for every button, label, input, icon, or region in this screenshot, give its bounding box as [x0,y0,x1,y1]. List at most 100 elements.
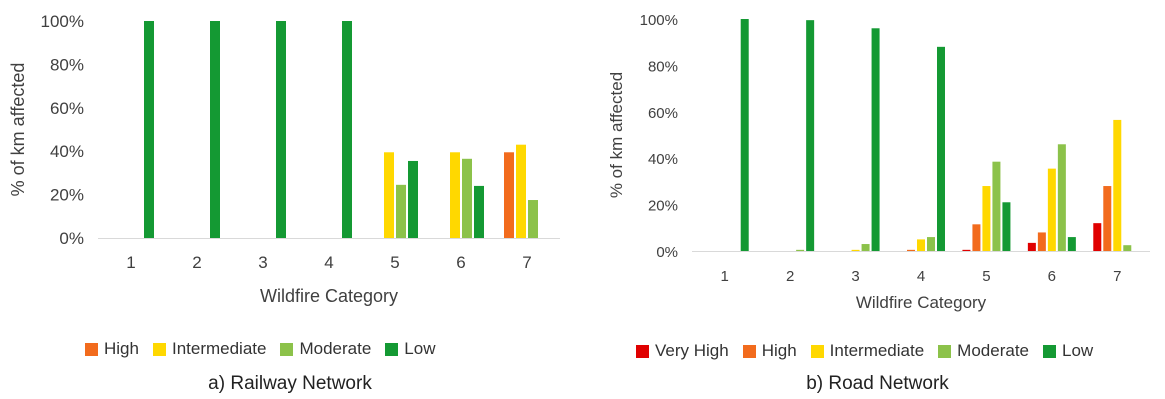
bar [144,21,154,238]
bar [1113,119,1122,251]
bar [450,152,460,238]
road-chart: 0% 20% 40% 60% 80% 100% 1 2 3 4 5 6 7 Wildfire Catego… [607,12,1150,312]
x-tick-label: 6 [456,253,465,272]
bar [917,239,925,251]
legend-swatch [810,344,824,358]
bar [1002,202,1011,251]
legend-label: Moderate [299,339,372,358]
y-tick-label: 40% [648,151,678,168]
y-tick-label: 60% [648,105,678,122]
bar [1027,242,1036,251]
bar [1067,237,1076,251]
legend-swatch [152,342,166,356]
bar [972,224,981,251]
bar [740,19,749,251]
legend-label: Low [1062,341,1094,360]
y-tick-label: 100% [41,12,84,31]
bar [1103,186,1112,251]
y-tick-label: 80% [50,55,84,74]
y-tick-label: 60% [50,99,84,118]
legend-swatch [280,342,294,356]
road-caption: b) Road Network [806,373,949,394]
x-axis-title: Wildfire Category [856,293,987,312]
x-tick-label: 7 [522,253,531,272]
bar [871,28,880,252]
legend-swatch [938,344,952,358]
railway-chart-panel: 0% 20% 40% 60% 80% 100% 1 2 3 4 5 6 7 Wildfire Catego… [0,0,580,399]
y-tick-label: 0% [59,229,84,248]
y-tick-label: 100% [640,12,678,29]
railway-caption: a) Railway Network [208,373,372,394]
legend-swatch [385,342,399,356]
y-tick-label: 0% [656,244,678,261]
bar [806,20,815,251]
bar [276,21,286,238]
y-tick-label: 20% [648,198,678,215]
x-tick-label: 1 [721,268,729,285]
road-chart-panel: 0% 20% 40% 60% 80% 100% 1 2 3 4 5 6 7 Wildfire Catego… [590,0,1165,399]
y-tick-label: 40% [50,142,84,161]
railway-chart: 0% 20% 40% 60% 80% 100% 1 2 3 4 5 6 7 Wildfire Catego… [8,12,560,306]
x-axis-title: Wildfire Category [260,286,398,306]
bar [516,144,526,238]
x-tick-label: 1 [126,253,135,272]
y-tick-label: 80% [648,58,678,75]
x-tick-label: 3 [851,268,859,285]
bar [1037,232,1046,251]
bar [907,249,915,251]
y-axis-title: % of km affected [607,72,626,198]
bar [396,184,406,238]
y-tick-label: 20% [50,186,84,205]
legend-label: Intermediate [829,341,925,360]
bar [1093,223,1102,251]
bar [927,237,935,251]
legend-label: Moderate [957,341,1029,360]
bar [528,200,538,238]
y-axis-title: % of km affected [8,63,28,197]
bar [384,152,394,238]
bar [851,249,860,251]
legend-item: Very High [636,341,729,361]
legend-item: High [742,341,797,361]
x-tick-label: 4 [917,268,925,285]
bar [504,152,514,238]
bar [408,160,418,238]
legend-item: High [85,339,139,359]
legend-item: Intermediate [152,339,266,359]
bar [861,244,870,251]
legend-label: High [761,341,797,360]
bar [1057,144,1066,251]
x-tick-label: 6 [1048,268,1056,285]
bar [937,46,945,252]
legend-swatch [636,344,649,358]
x-tick-label: 4 [324,253,333,272]
x-tick-label: 3 [258,253,267,272]
x-tick-label: 5 [982,268,990,285]
bar [1047,168,1056,251]
legend-item: Low [385,339,435,359]
road-legend: Very High High Intermediate Moderate Low [636,341,1107,361]
bar [474,185,484,238]
bar [210,21,220,238]
x-tick-label: 5 [390,253,399,272]
bar [462,158,472,238]
x-tick-label: 2 [786,268,794,285]
bar [992,161,1001,251]
bar [962,249,971,251]
legend-item: Intermediate [810,341,925,361]
x-tick-label: 7 [1113,268,1121,285]
bar [982,186,991,251]
legend-item: Moderate [280,339,371,359]
bar [342,21,352,238]
bar [1123,245,1132,251]
legend-item: Low [1043,341,1093,361]
bar [796,249,805,251]
legend-label: Very High [655,341,729,360]
x-tick-label: 2 [192,253,201,272]
railway-legend: High Intermediate Moderate Low [85,339,449,359]
legend-swatch [742,344,756,358]
legend-label: High [104,339,139,358]
legend-swatch [85,342,98,356]
legend-swatch [1043,344,1056,358]
legend-item: Moderate [938,341,1029,361]
